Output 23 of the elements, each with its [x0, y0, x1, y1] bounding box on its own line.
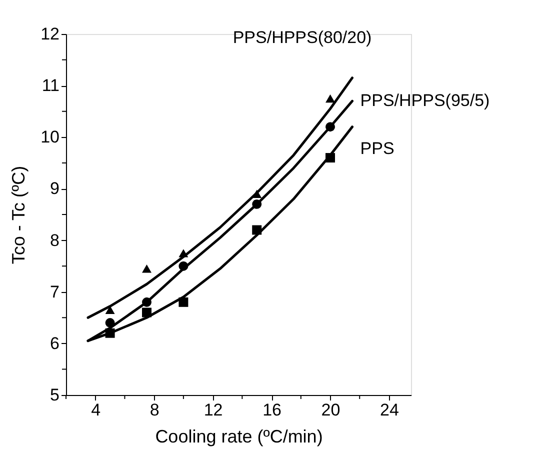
y-tick-label: 11 [42, 76, 60, 96]
y-tick-label: 8 [50, 230, 60, 250]
x-tick-label: 12 [204, 400, 223, 420]
y-tick-label: 9 [50, 179, 60, 198]
x-tick-label: 8 [150, 400, 160, 420]
series-label: PPS [360, 138, 394, 158]
y-tick-label: 10 [40, 128, 60, 147]
line-series [86, 76, 354, 319]
point [142, 264, 152, 273]
x-axis-title: Cooling rate (ºC/min) [155, 426, 323, 446]
x-tick-label: 16 [262, 400, 282, 420]
y-axis-title: Tco - Tc (ºC) [8, 166, 29, 264]
x-tick-label: 24 [380, 400, 399, 420]
x-tick-label: 4 [91, 400, 101, 420]
series-label: PPS/HPPS(95/5) [360, 91, 490, 110]
point [326, 94, 335, 103]
y-tick-label: 5 [50, 386, 60, 404]
y-tick-label: 6 [50, 334, 60, 353]
text: PPS/HPPS(80/20) [232, 28, 372, 47]
point [105, 306, 115, 314]
x-tick-label: 20 [321, 400, 340, 420]
y-tick-label: 12 [40, 24, 60, 44]
y-tick-label: 7 [50, 282, 60, 302]
